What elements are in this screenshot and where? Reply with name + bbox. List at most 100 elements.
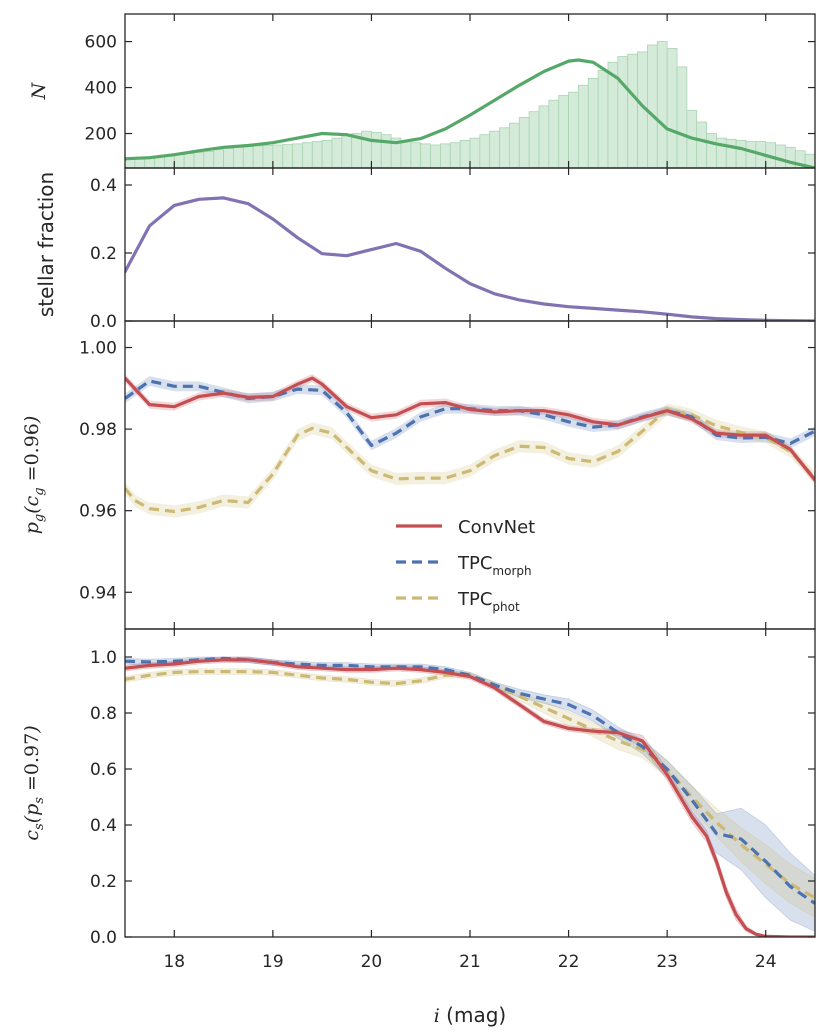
hist-bar-22 — [341, 135, 353, 168]
ylabel-3-part-1: s — [32, 823, 47, 830]
hist-bar-53 — [647, 44, 658, 168]
hist-bar-11 — [233, 146, 244, 168]
ytick-label-2-2: 0.98 — [79, 420, 117, 440]
legend-label-2: TPCphot — [457, 589, 520, 614]
hist-bar-21 — [331, 137, 343, 168]
kde-line — [125, 58, 815, 168]
hist-bar-6 — [183, 153, 195, 168]
hist-bar-29 — [410, 142, 422, 168]
ytick-label-3-3: 0.6 — [90, 760, 117, 780]
x-axis: 18 19 20 21 22 23 24 i (mag) — [163, 952, 776, 1027]
ylabel-2-part-5: ) — [21, 416, 43, 424]
ytick-label-0-2: 600 — [85, 33, 117, 53]
hist-bar-33 — [449, 142, 461, 168]
line-cs-TPC_morph — [125, 656, 815, 905]
hist-bar-24 — [361, 130, 372, 168]
x-axis-label-var: i — [434, 1005, 440, 1027]
hist-bar-7 — [193, 151, 205, 168]
ylabel-2-part-2: (c — [21, 495, 43, 513]
ytick-label-2-1: 0.96 — [79, 502, 117, 522]
xtick-label-5: 23 — [656, 952, 678, 972]
hist-bar-32 — [440, 143, 451, 168]
ytick-label-2-3: 1.00 — [79, 339, 117, 359]
panel-pg: 0.94 0.96 0.98 1.00 — [79, 320, 816, 630]
ylabel-2-part-0: p — [21, 522, 43, 534]
hist-bar-50 — [617, 56, 629, 168]
ylabel-3-part-4: =0.97 — [21, 733, 43, 797]
hist-bar-59 — [706, 133, 717, 168]
hist-bar-46 — [578, 84, 589, 168]
xtick-label-3: 21 — [459, 952, 481, 972]
panel-cs: 0.0 0.2 0.4 0.6 0.8 1.0 — [90, 628, 816, 948]
ytick-label-3-0: 0.0 — [90, 928, 117, 948]
hist-bar-16 — [282, 144, 293, 168]
hist-bar-26 — [380, 134, 392, 168]
panel-frame-1 — [124, 167, 816, 322]
xtick-label-2: 20 — [361, 952, 383, 972]
ylabel-0: N — [28, 81, 50, 100]
ylabel-3-part-3: s — [32, 797, 47, 804]
hist-bar-58 — [696, 121, 707, 168]
hist-bar-28 — [400, 141, 412, 168]
ylabel-2-part-1: g — [32, 514, 47, 522]
band-cs-TPC_morph — [125, 656, 815, 932]
ytick-label-3-5: 1.0 — [90, 648, 117, 668]
hist-bar-30 — [420, 143, 431, 168]
hist-bar-14 — [262, 145, 274, 168]
hist-bar-40 — [518, 117, 530, 168]
hist-bar-12 — [242, 146, 254, 168]
hist-bar-47 — [587, 77, 599, 168]
hist-bar-25 — [371, 131, 382, 168]
legend-label-0: ConvNet — [458, 517, 535, 538]
ylabel-2: pg(cg =0.96) — [21, 416, 47, 535]
panel-stellar-fraction: 0.0 0.2 0.4 — [90, 167, 816, 332]
ytick-label-1-0: 0.0 — [90, 312, 117, 332]
legend-sub-2: phot — [492, 600, 520, 614]
ytick-label-1-1: 0.2 — [90, 244, 117, 264]
hist-bar-13 — [252, 145, 264, 168]
ytick-label-2-0: 0.94 — [79, 583, 117, 603]
ylabel-3: cs(ps =0.97) — [21, 725, 47, 840]
line-cs-ConvNet — [125, 658, 815, 937]
ylabel-2-part-3: g — [32, 487, 47, 495]
ylabel-3-part-5: ) — [21, 725, 43, 733]
ytick-label-1-2: 0.4 — [90, 176, 117, 196]
hist-bar-62 — [735, 140, 747, 168]
hist-bar-15 — [272, 144, 284, 168]
xtick-label-6: 24 — [755, 952, 777, 972]
ytick-label-0-1: 400 — [85, 79, 117, 99]
hist-bar-55 — [666, 48, 678, 168]
hist-bar-44 — [558, 95, 569, 168]
hist-bar-8 — [203, 151, 215, 168]
hist-bar-10 — [223, 148, 234, 168]
ylabel-3-part-2: (p — [21, 804, 43, 824]
line-pg-ConvNet — [125, 376, 815, 482]
line-pg-TPC_phot — [125, 407, 815, 514]
hist-bar-9 — [213, 149, 224, 168]
x-axis-label: i (mag) — [434, 1003, 506, 1027]
legend-sub-1: morph — [492, 564, 531, 578]
ylabel-1: stellar fraction — [34, 172, 58, 317]
band-cs-ConvNet — [125, 656, 815, 937]
hist-bar-61 — [725, 138, 737, 168]
hist-bar-56 — [676, 66, 688, 168]
hist-bar-35 — [469, 137, 481, 168]
hist-bar-20 — [321, 140, 333, 168]
hist-bar-37 — [489, 130, 500, 168]
plot-area-1 — [125, 196, 815, 321]
hist-bar-31 — [430, 144, 441, 168]
hist-bar-48 — [597, 69, 609, 168]
hist-bar-19 — [311, 141, 323, 168]
xtick-label-1: 19 — [262, 952, 284, 972]
ytick-label-0-0: 200 — [85, 125, 117, 145]
line-cs-TPC_phot — [125, 670, 815, 900]
hist-bar-38 — [499, 127, 510, 168]
ytick-label-3-4: 0.8 — [90, 704, 117, 724]
hist-bar-51 — [627, 53, 638, 168]
hist-bar-18 — [302, 142, 313, 168]
hist-bar-41 — [528, 111, 540, 168]
plot-area-0 — [125, 41, 815, 168]
hist-bar-39 — [509, 122, 520, 168]
